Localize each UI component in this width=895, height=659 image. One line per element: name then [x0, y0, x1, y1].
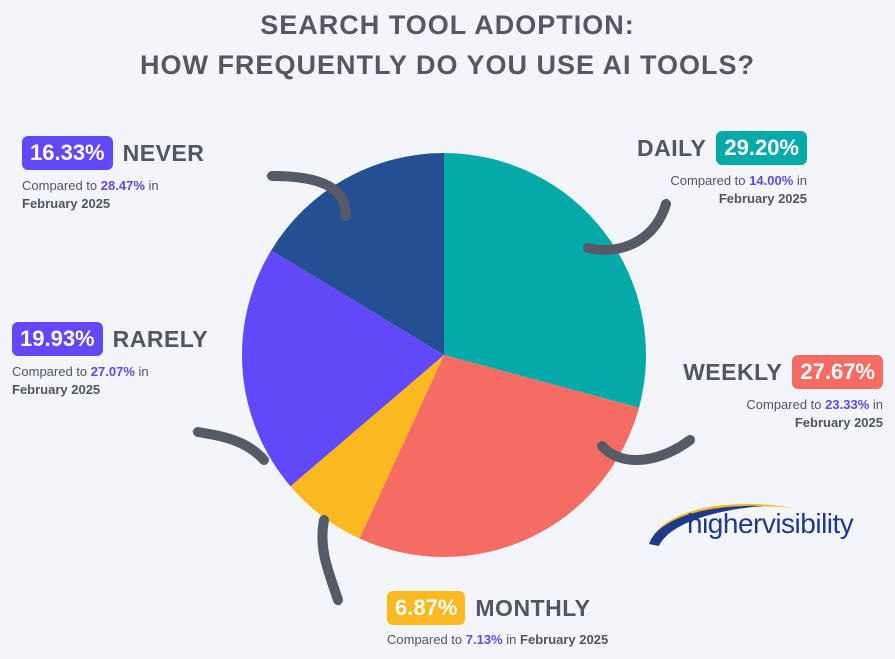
brand-logo: highervisibility — [643, 494, 854, 556]
daily-label: DAILY — [636, 134, 707, 161]
callout-weekly: WEEKLY 27.67% Compared to 23.33% in Febr… — [683, 355, 883, 432]
chart-title-line-1: SEARCH TOOL ADOPTION: — [260, 10, 635, 40]
pie-slice-rarely — [242, 250, 444, 487]
rarely-percent-badge: 19.93% — [12, 322, 103, 356]
weekly-comparison: Compared to 23.33% in February 2025 — [746, 397, 883, 430]
arrow-never-icon — [266, 171, 351, 221]
daily-comparison: Compared to 14.00% in February 2025 — [670, 173, 807, 206]
callout-never: 16.33% NEVER Compared to 28.47% in Febru… — [22, 136, 204, 213]
arrow-monthly-icon — [317, 515, 343, 606]
arrow-weekly-icon — [597, 435, 695, 465]
monthly-label: MONTHLY — [475, 594, 591, 621]
pie-slice-never — [271, 153, 444, 355]
pie-slice-weekly — [359, 355, 640, 557]
chart-title-line-2: HOW FREQUENTLY DO YOU USE AI TOOLS? — [139, 50, 756, 80]
callout-daily: DAILY 29.20% Compared to 14.00% in Febru… — [637, 131, 807, 208]
rarely-comparison: Compared to 27.07% in February 2025 — [12, 364, 149, 397]
logo-swoosh-icon — [649, 503, 793, 546]
arrow-daily-icon — [583, 198, 671, 255]
callout-monthly: 6.87% MONTHLY Compared to 7.13% in Febru… — [387, 591, 608, 649]
never-label: NEVER — [122, 139, 205, 166]
monthly-percent-badge: 6.87% — [387, 591, 466, 625]
never-percent-badge: 16.33% — [22, 136, 113, 170]
pie-slice-monthly — [290, 355, 444, 539]
pie-slice-daily — [444, 153, 647, 408]
arrow-rarely-icon — [192, 427, 269, 465]
weekly-label: WEEKLY — [683, 358, 783, 385]
callout-rarely: 19.93% RARELY Compared to 27.07% in Febr… — [12, 322, 208, 399]
monthly-comparison: Compared to 7.13% in February 2025 — [387, 632, 609, 647]
weekly-percent-badge: 27.67% — [792, 355, 883, 389]
never-comparison: Compared to 28.47% in February 2025 — [22, 178, 159, 211]
daily-percent-badge: 29.20% — [716, 131, 807, 165]
logo-text: highervisibility — [687, 508, 854, 539]
rarely-label: RARELY — [112, 325, 209, 352]
